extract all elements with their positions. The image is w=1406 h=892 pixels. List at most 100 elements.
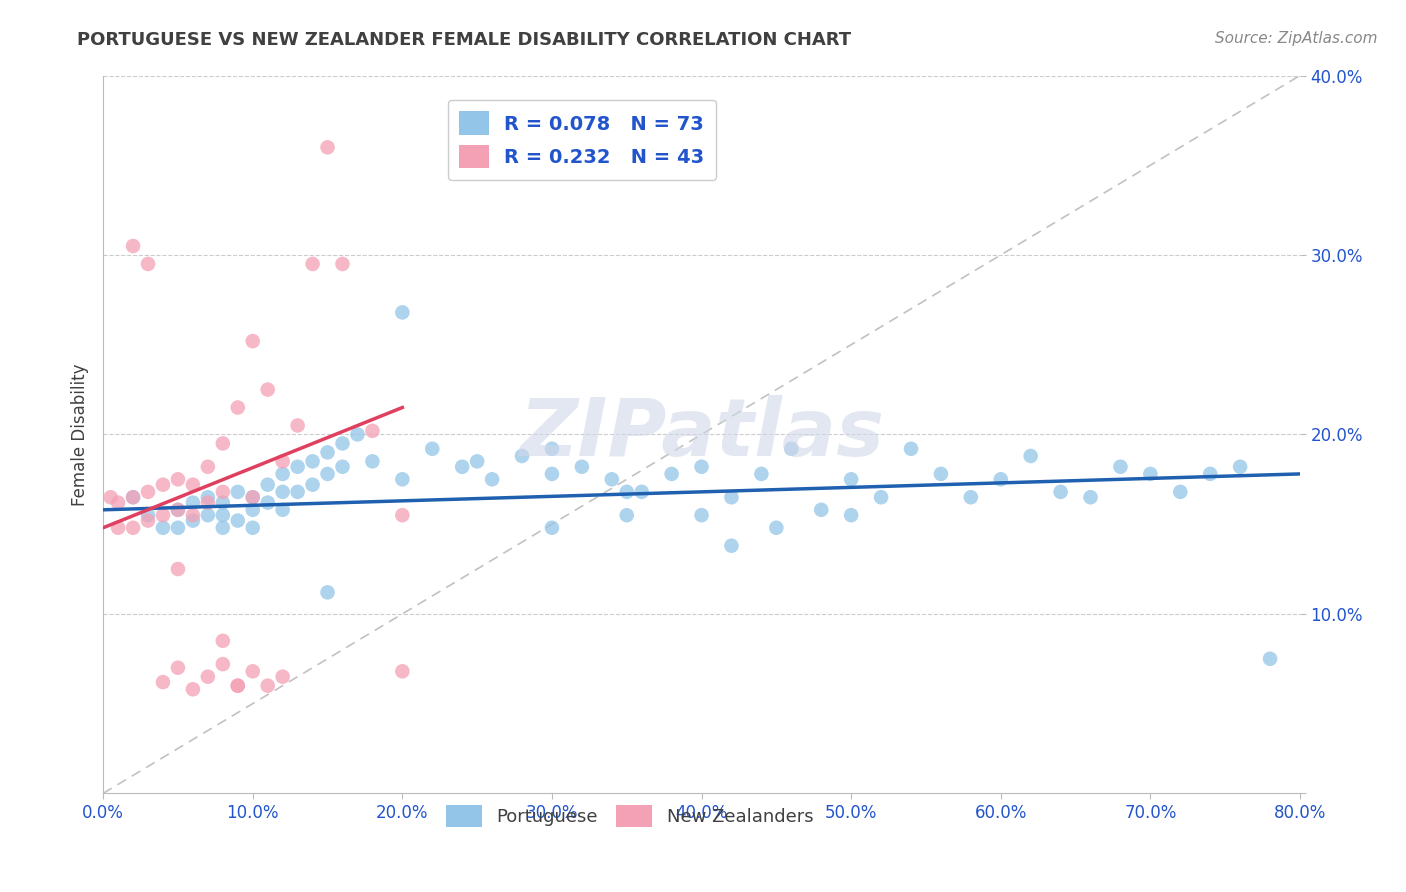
Point [571,459,593,474]
Point [391,665,413,679]
Point [136,508,159,523]
Point [316,467,339,481]
Point [316,445,339,459]
Point [870,490,893,504]
Point [1080,490,1102,504]
Point [136,514,159,528]
Point [690,459,713,474]
Point [152,675,174,690]
Point [226,401,249,415]
Point [197,495,219,509]
Point [541,521,564,535]
Point [720,539,742,553]
Point [661,467,683,481]
Point [481,472,503,486]
Point [616,484,638,499]
Point [197,670,219,684]
Point [361,424,384,438]
Point [1139,467,1161,481]
Point [211,633,233,648]
Point [420,442,443,456]
Point [211,521,233,535]
Point [361,454,384,468]
Point [765,521,787,535]
Point [630,484,652,499]
Text: Source: ZipAtlas.com: Source: ZipAtlas.com [1215,31,1378,46]
Point [1109,459,1132,474]
Point [465,454,488,468]
Point [122,239,145,253]
Point [271,467,294,481]
Point [346,427,368,442]
Point [181,514,204,528]
Point [197,508,219,523]
Point [181,495,204,509]
Point [181,508,204,523]
Point [541,442,564,456]
Point [107,521,129,535]
Point [197,490,219,504]
Point [256,679,278,693]
Point [152,508,174,523]
Point [316,140,339,154]
Point [122,521,145,535]
Point [332,257,354,271]
Point [211,657,233,672]
Point [990,472,1012,486]
Y-axis label: Female Disability: Female Disability [72,363,89,506]
Point [332,459,354,474]
Point [167,661,190,675]
Point [451,459,474,474]
Point [391,472,413,486]
Point [226,679,249,693]
Point [287,418,309,433]
Point [100,490,122,504]
Legend: Portuguese, New Zealanders: Portuguese, New Zealanders [439,798,821,835]
Point [256,383,278,397]
Point [301,257,323,271]
Point [780,442,803,456]
Point [242,490,264,504]
Point [1049,484,1071,499]
Point [839,508,862,523]
Point [211,436,233,450]
Point [181,477,204,491]
Point [107,495,129,509]
Point [167,503,190,517]
Point [211,508,233,523]
Point [1019,449,1042,463]
Point [616,508,638,523]
Text: PORTUGUESE VS NEW ZEALANDER FEMALE DISABILITY CORRELATION CHART: PORTUGUESE VS NEW ZEALANDER FEMALE DISAB… [77,31,852,49]
Point [226,514,249,528]
Point [271,484,294,499]
Point [287,459,309,474]
Point [167,521,190,535]
Point [242,490,264,504]
Point [242,334,264,348]
Point [839,472,862,486]
Point [167,503,190,517]
Point [929,467,952,481]
Text: ZIPatlas: ZIPatlas [519,395,884,474]
Point [242,503,264,517]
Point [122,490,145,504]
Point [287,484,309,499]
Point [690,508,713,523]
Point [391,305,413,319]
Point [510,449,533,463]
Point [211,484,233,499]
Point [197,459,219,474]
Point [720,490,742,504]
Point [1199,467,1222,481]
Point [271,454,294,468]
Point [332,436,354,450]
Point [271,503,294,517]
Point [1258,652,1281,666]
Point [1168,484,1191,499]
Point [959,490,981,504]
Point [122,490,145,504]
Point [301,477,323,491]
Point [600,472,623,486]
Point [301,454,323,468]
Point [167,472,190,486]
